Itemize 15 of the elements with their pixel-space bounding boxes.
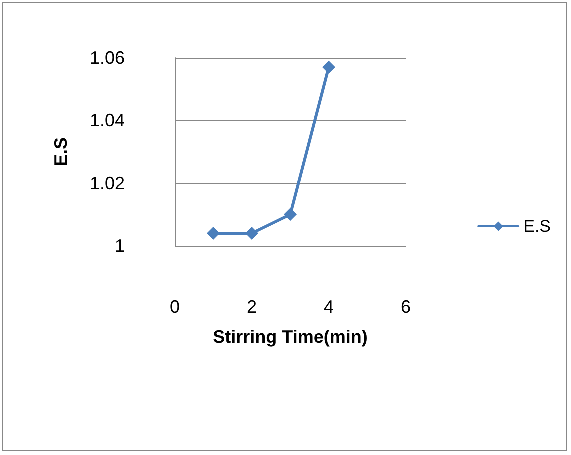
x-axis-title: Stirring Time(min) (213, 327, 368, 347)
legend-label: E.S (524, 217, 552, 236)
y-tick-label: 1 (114, 236, 125, 256)
y-tick-label: 1.04 (90, 110, 125, 131)
y-tick-label: 1.06 (90, 48, 125, 68)
point (284, 208, 297, 222)
x-tick-label: 0 (170, 297, 180, 317)
point (207, 226, 220, 240)
x-tick-label: 6 (400, 297, 412, 317)
y-tick-label: 1.02 (90, 173, 125, 194)
y-axis-title: E.S (51, 137, 71, 167)
x-tick-label: 4 (324, 297, 334, 317)
point (322, 60, 336, 74)
x-tick-label: 2 (246, 297, 258, 317)
point (246, 226, 258, 240)
